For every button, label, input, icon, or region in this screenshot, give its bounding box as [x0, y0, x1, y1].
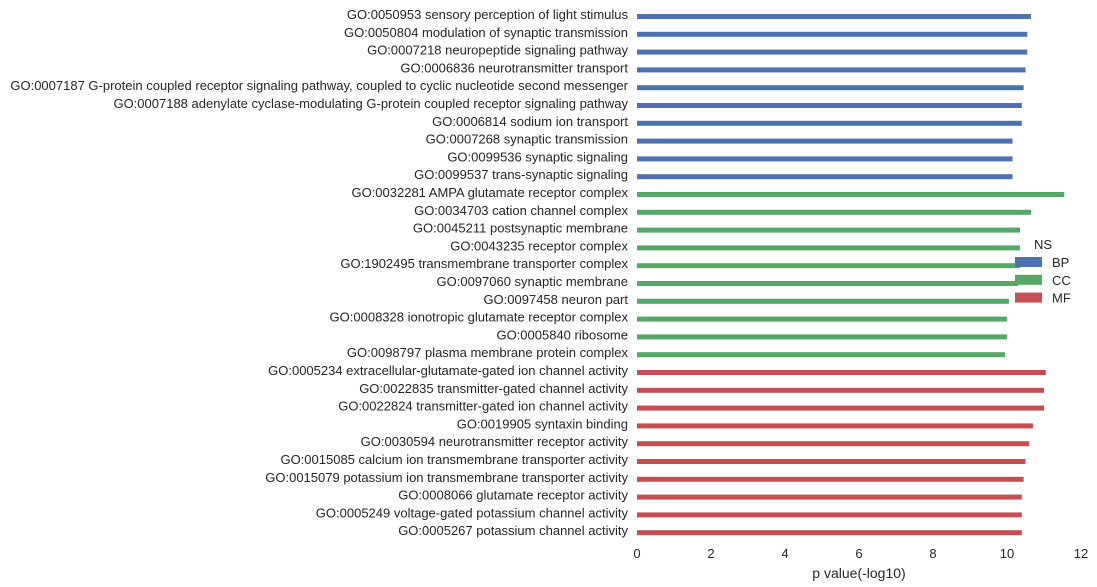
category-label: GO:0099536 synaptic signaling — [447, 149, 628, 164]
category-label: GO:0005234 extracellular-glutamate-gated… — [268, 363, 628, 378]
bar-mf — [637, 494, 1022, 500]
bar-bp — [637, 85, 1024, 91]
legend-title: NS — [1034, 237, 1052, 252]
category-label: GO:0099537 trans-synaptic signaling — [414, 167, 628, 182]
category-label: GO:0005249 voltage-gated potassium chann… — [316, 505, 629, 520]
category-label: GO:0015085 calcium ion transmembrane tra… — [280, 452, 628, 467]
category-label: GO:0022835 transmitter-gated channel act… — [359, 381, 628, 396]
x-tick-label: 6 — [855, 546, 862, 561]
category-label: GO:0007188 adenylate cyclase-modulating … — [113, 96, 628, 111]
bar-cc — [637, 263, 1020, 269]
bar-cc — [637, 334, 1007, 340]
bar-bp — [637, 120, 1022, 126]
bar-cc — [637, 209, 1031, 215]
bar-mf — [637, 387, 1044, 393]
bar-mf — [637, 512, 1022, 518]
bar-cc — [637, 316, 1007, 322]
x-tick-label: 10 — [1000, 546, 1014, 561]
category-label: GO:0006814 sodium ion transport — [432, 114, 628, 129]
category-label: GO:0043235 receptor complex — [450, 238, 628, 253]
legend-label-cc: CC — [1052, 273, 1071, 288]
bar-mf — [637, 405, 1044, 411]
category-label: GO:0015079 potassium ion transmembrane t… — [265, 470, 628, 485]
category-label: GO:0007218 neuropeptide signaling pathwa… — [367, 43, 628, 58]
bar-bp — [637, 49, 1028, 55]
bar-mf — [637, 530, 1022, 536]
bar-cc — [637, 227, 1020, 233]
category-label: GO:0034703 cation channel complex — [414, 203, 628, 218]
bar-mf — [637, 370, 1046, 375]
bar-bp — [637, 138, 1013, 144]
category-label: GO:1902495 transmembrane transporter com… — [340, 256, 628, 271]
bar-bp — [637, 156, 1013, 162]
category-label: GO:0006836 neurotransmitter transport — [400, 60, 628, 75]
category-label: GO:0097458 neuron part — [483, 292, 628, 307]
category-label: GO:0050953 sensory perception of light s… — [347, 7, 629, 22]
category-label: GO:0019905 syntaxin binding — [457, 416, 628, 431]
bar-mf — [637, 459, 1026, 464]
category-label: GO:0098797 plasma membrane protein compl… — [347, 345, 629, 360]
category-label: GO:0097060 synaptic membrane — [437, 274, 629, 289]
category-label: GO:0005267 potassium channel activity — [398, 523, 628, 538]
x-tick-label: 8 — [929, 546, 936, 561]
category-label: GO:0008066 glutamate receptor activity — [398, 488, 628, 503]
category-label: GO:0030594 neurotransmitter receptor act… — [361, 434, 629, 449]
category-label: GO:0008328 ionotropic glutamate receptor… — [330, 310, 629, 325]
bar-cc — [637, 245, 1020, 251]
legend-label-bp: BP — [1052, 255, 1069, 270]
legend-swatch-cc — [1015, 274, 1042, 285]
bar-bp — [637, 67, 1026, 73]
x-axis-label: p value(-log10) — [812, 565, 905, 581]
x-axis-ticks: 0 2 4 6 8 10 12 — [633, 546, 1088, 561]
bars-group — [637, 14, 1065, 536]
bar-mf — [637, 476, 1024, 482]
category-label: GO:0022824 transmitter-gated ion channel… — [338, 399, 628, 414]
legend-swatch-bp — [1015, 257, 1042, 267]
category-label: GO:0007268 synaptic transmission — [426, 132, 628, 147]
bar-bp — [637, 31, 1028, 37]
bar-cc — [637, 281, 1019, 286]
x-tick-label: 2 — [707, 546, 714, 561]
category-label: GO:0050804 modulation of synaptic transm… — [344, 25, 628, 40]
bar-cc — [637, 352, 1006, 358]
bar-bp — [637, 14, 1031, 19]
category-label: GO:0007187 G-protein coupled receptor si… — [10, 78, 628, 93]
category-label: GO:0005840 ribosome — [496, 327, 628, 342]
legend-swatch-mf — [1015, 292, 1042, 303]
x-tick-label: 4 — [781, 546, 788, 561]
bar-cc — [637, 298, 1009, 304]
bar-mf — [637, 423, 1033, 429]
bar-bp — [637, 174, 1013, 180]
legend-label-mf: MF — [1052, 291, 1071, 306]
bar-cc — [637, 192, 1065, 197]
x-tick-label: 12 — [1074, 546, 1088, 561]
bar-mf — [637, 441, 1030, 447]
bar-bp — [637, 103, 1022, 108]
category-label: GO:0045211 postsynaptic membrane — [413, 221, 628, 236]
x-tick-label: 0 — [633, 546, 640, 561]
category-labels: GO:0050953 sensory perception of light s… — [10, 7, 628, 538]
category-label: GO:0032281 AMPA glutamate receptor compl… — [351, 185, 628, 200]
